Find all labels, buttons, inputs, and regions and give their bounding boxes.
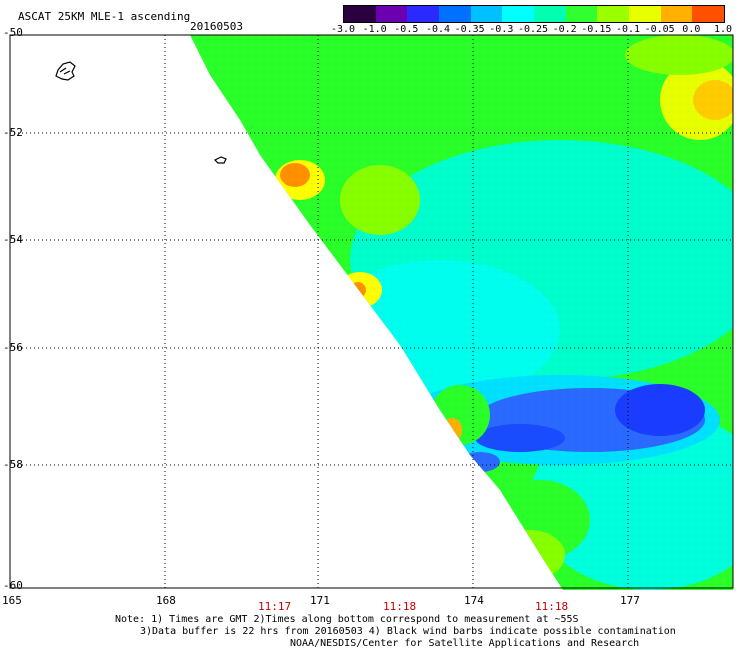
- colorbar-tick-label: 0.0: [682, 24, 701, 35]
- note-line-3: NOAA/NESDIS/Center for Satellite Applica…: [290, 638, 640, 649]
- lon-label: 177: [620, 594, 640, 607]
- time-label: 11:17: [258, 600, 292, 613]
- colorbar-segment: [502, 6, 535, 22]
- lat-label: -54: [3, 233, 23, 246]
- colorbar-segment: [407, 6, 440, 22]
- swath: [190, 35, 733, 590]
- time-label: 11:18: [383, 600, 417, 613]
- colorbar-segment: [692, 6, 725, 22]
- colorbar-tick-label: 1.0: [713, 24, 733, 35]
- colorbar-labels: -3.0 -1.0 -0.5 -0.4 -0.35 -0.3 -0.25 -0.2 -0.15-…: [330, 24, 733, 36]
- colorbar-tick-label: -0.5: [394, 24, 419, 35]
- lat-label: -56: [3, 341, 23, 354]
- product-date: 20160503: [190, 20, 243, 33]
- colorbar-segment: [660, 6, 693, 22]
- plot-frame: [9, 34, 734, 589]
- colorbar-tick-label: -3.0: [330, 24, 356, 35]
- colorbar-segment: [534, 6, 566, 22]
- time-label: 11:18: [535, 600, 569, 613]
- note-line-1: Note: 1) Times are GMT 2)Times along bot…: [115, 614, 579, 625]
- swath-pixel-grid: [190, 35, 733, 590]
- lat-label: -52: [3, 126, 23, 139]
- colorbar-tick-label: -0.2: [552, 24, 577, 35]
- lon-label: 165: [2, 594, 22, 607]
- colorbar-segment: [597, 6, 630, 22]
- colorbar-segment: [565, 6, 598, 22]
- colorbar-segment: [375, 6, 408, 22]
- auckland-islands: [55, 61, 76, 81]
- lon-label: 174: [464, 594, 484, 607]
- product-title: ASCAT 25KM MLE-1 ascending: [18, 10, 191, 23]
- colorbar-segment: [470, 6, 503, 22]
- campbell-island: [213, 156, 227, 164]
- lon-label: 168: [156, 594, 176, 607]
- colorbar-tick-label: -1.0: [362, 24, 387, 35]
- colorbar-segment: [439, 6, 471, 22]
- note-line-2: 3)Data buffer is 22 hrs from 20160503 4)…: [140, 626, 676, 637]
- lat-label: -58: [3, 458, 23, 471]
- colorbar-tick-label: -0.4: [425, 24, 451, 35]
- colorbar-tick-label: -0.3: [489, 24, 514, 35]
- lon-label: 171: [310, 594, 330, 607]
- colorbar-tick-label: -0.05: [644, 24, 675, 35]
- colorbar-tick-label: -0.1: [615, 24, 641, 35]
- lat-label: -50: [3, 26, 23, 39]
- colorbar-tick-label: -0.35: [454, 24, 485, 35]
- graticule: [10, 35, 733, 588]
- colorbar-segment: [629, 6, 661, 22]
- colorbar-tick-label: -0.25: [517, 24, 549, 35]
- colorbar-tick-label: -0.15: [581, 24, 612, 35]
- lat-label: -60: [3, 579, 23, 592]
- colorbar-segment: [344, 6, 376, 22]
- colorbar: [343, 5, 725, 23]
